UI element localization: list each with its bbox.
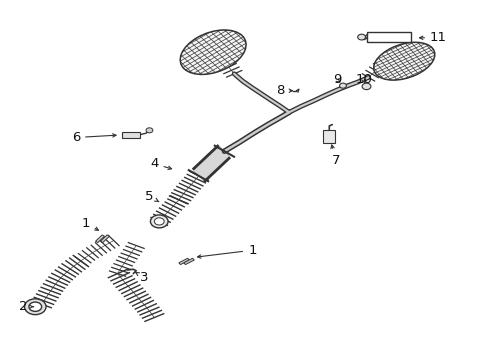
Ellipse shape [180,30,246,75]
Bar [100,235,109,243]
Text: 7: 7 [331,145,340,167]
Bar [184,258,194,265]
Circle shape [154,218,164,225]
Text: 9: 9 [333,73,342,86]
Circle shape [146,128,153,133]
Circle shape [362,83,371,90]
Text: 5: 5 [145,190,159,203]
Text: 4: 4 [150,157,172,170]
Ellipse shape [374,42,435,80]
Circle shape [358,34,366,40]
Text: 11: 11 [419,31,447,44]
Bar [367,32,411,42]
Text: 1: 1 [81,217,98,230]
Bar [96,235,104,243]
Text: 1: 1 [197,244,257,258]
Circle shape [340,83,346,88]
Circle shape [150,215,168,228]
Bar [179,258,189,265]
Text: 3: 3 [135,271,149,284]
Text: 8: 8 [276,84,293,97]
Bar [323,130,335,143]
Text: 6: 6 [72,131,116,144]
Text: 10: 10 [355,73,372,86]
Bar [122,132,140,138]
Text: 2: 2 [19,300,33,313]
Circle shape [24,299,46,315]
Circle shape [29,302,42,311]
